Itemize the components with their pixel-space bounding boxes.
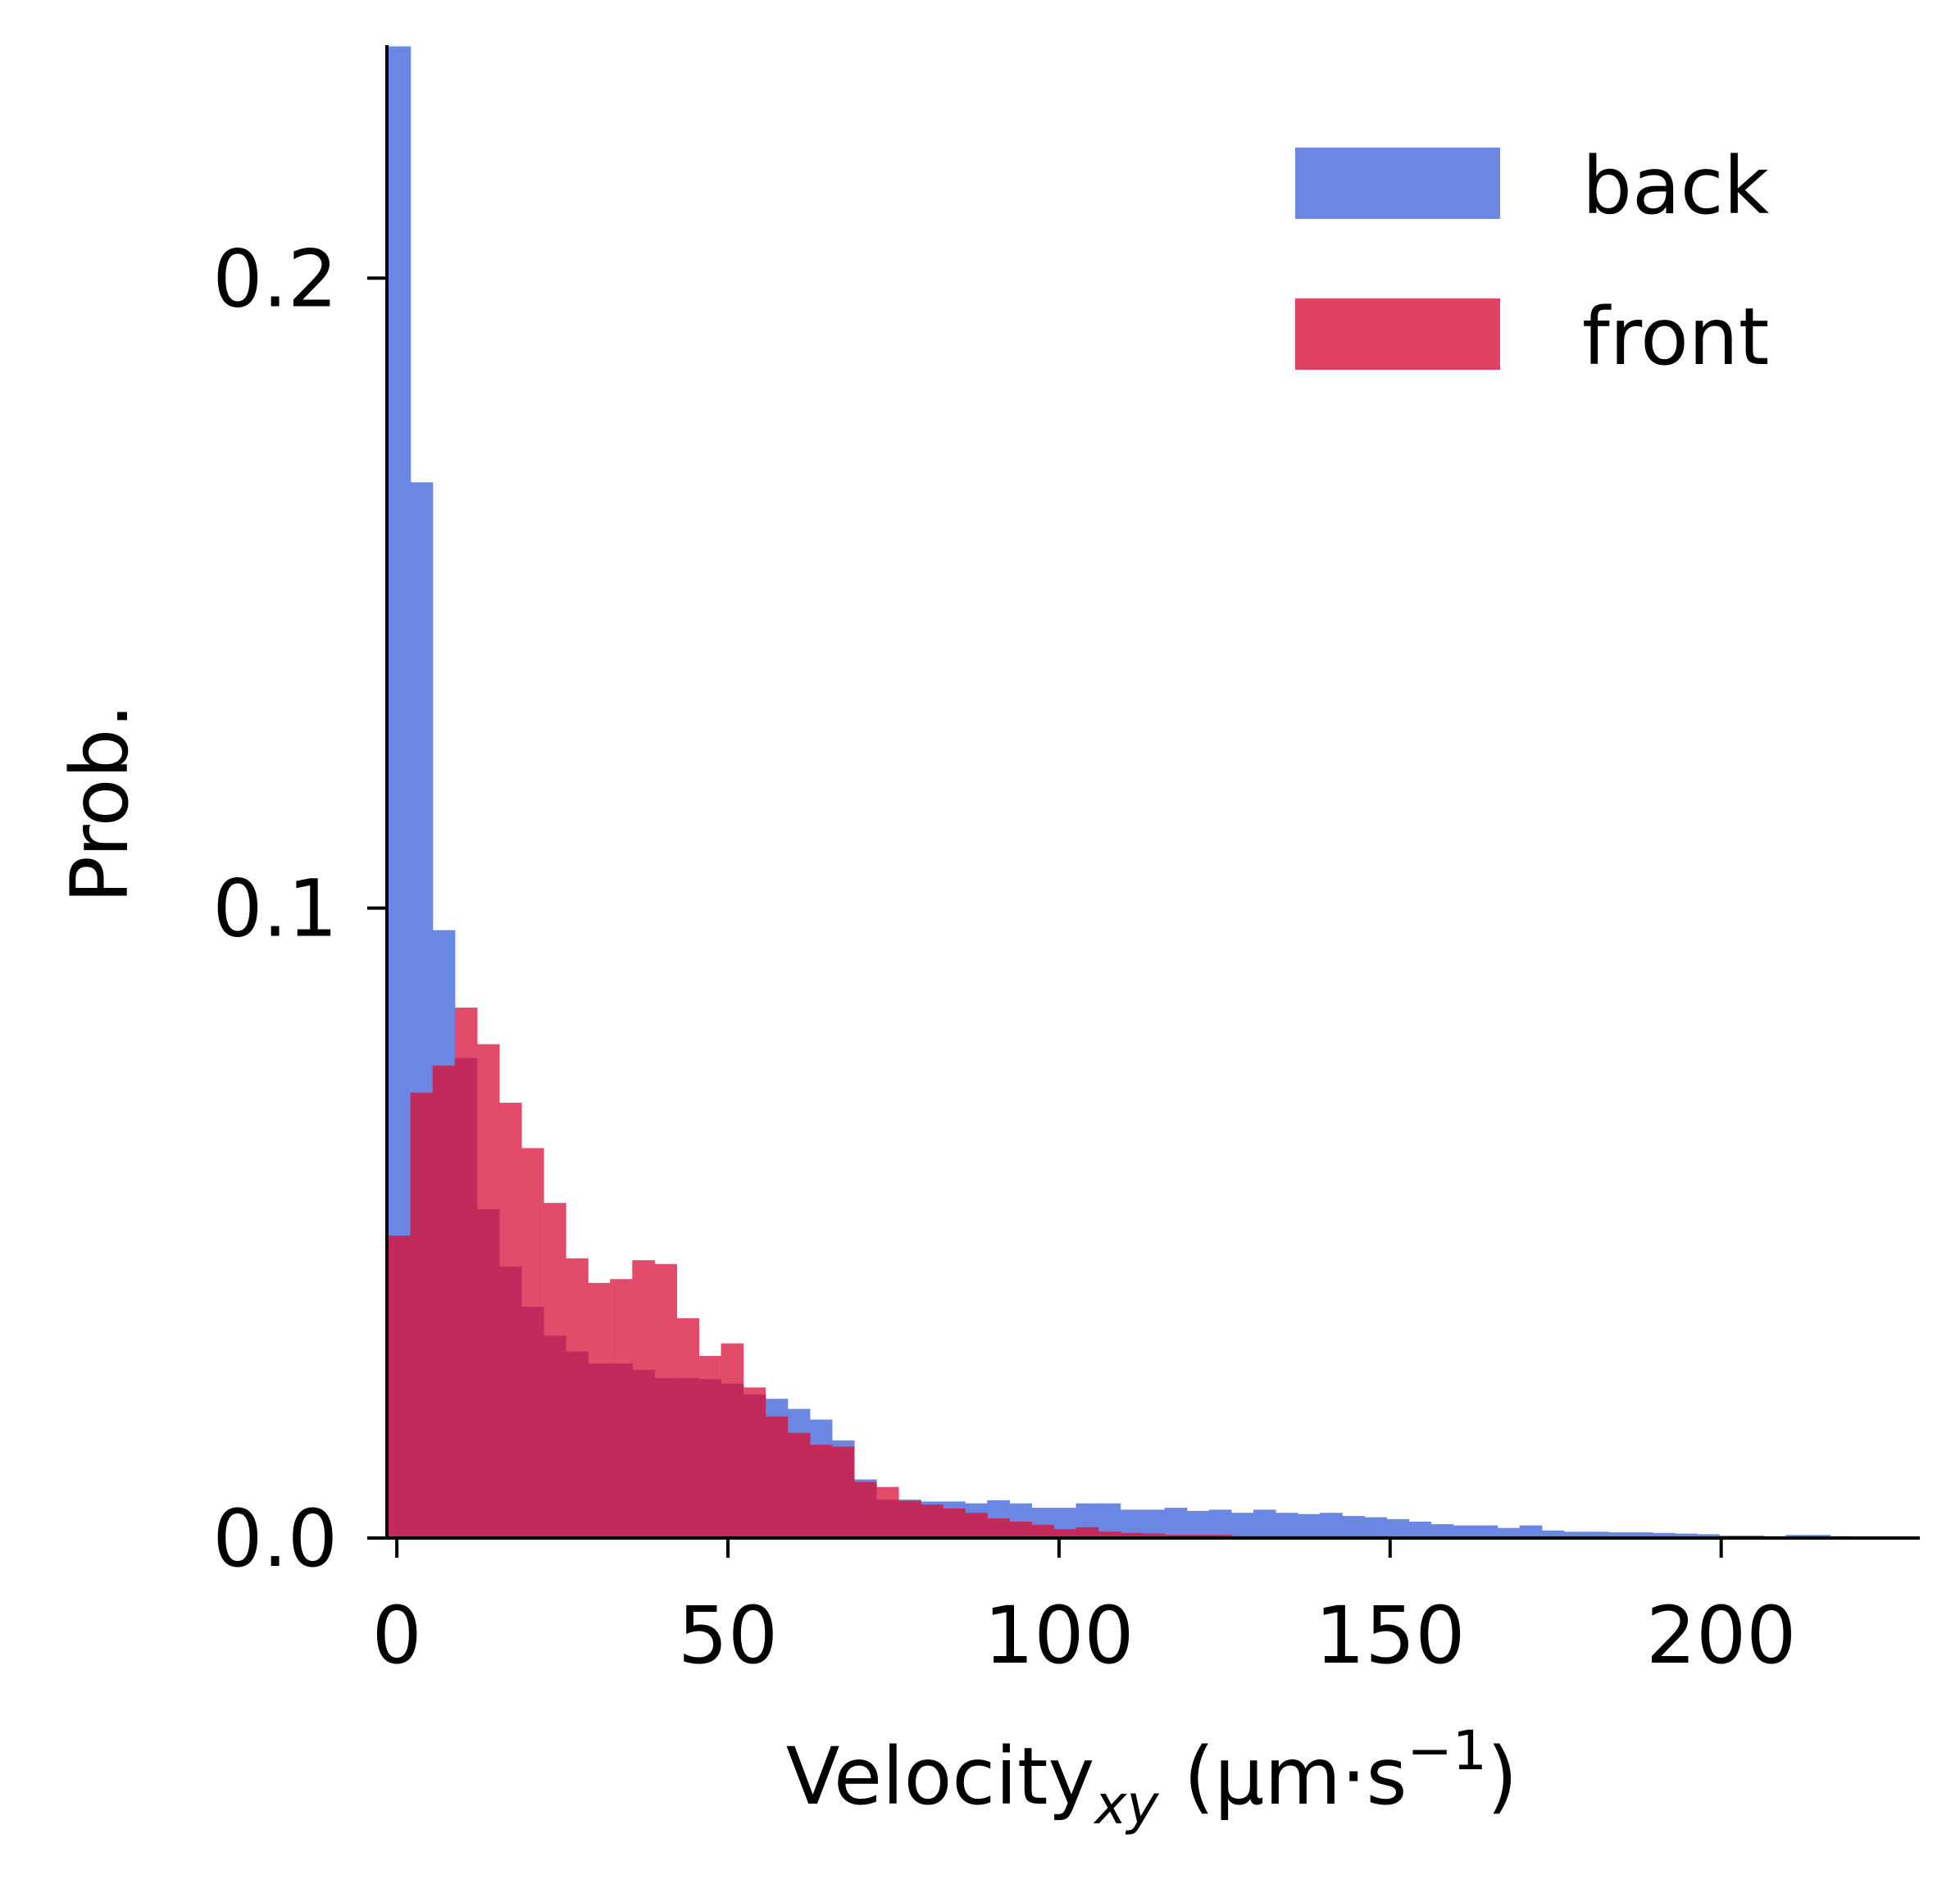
- bar-overlap: [476, 1208, 500, 1538]
- legend-label-front: front: [1582, 291, 1769, 383]
- axes: [367, 45, 1920, 1558]
- bar-overlap: [610, 1363, 633, 1538]
- bar-back: [1408, 1522, 1432, 1538]
- bar-overlap: [809, 1445, 833, 1538]
- x-axis-label-units: (μm·s: [1158, 1731, 1407, 1823]
- bar-overlap: [1009, 1522, 1032, 1538]
- legend: back front: [1295, 140, 1770, 383]
- bar-back: [1630, 1532, 1653, 1538]
- bar-back: [1386, 1518, 1409, 1538]
- y-tick-label: 0.2: [212, 233, 338, 325]
- y-axis-label: Prob.: [54, 703, 146, 903]
- bar-back: [1253, 1509, 1276, 1538]
- legend-swatch-back: [1295, 148, 1500, 219]
- bar-overlap: [1053, 1529, 1077, 1538]
- x-axis-label-exponent: −1: [1407, 1719, 1487, 1782]
- x-tick-label: 0: [372, 1590, 422, 1681]
- bar-back: [1320, 1513, 1343, 1538]
- bar-back: [1497, 1527, 1521, 1538]
- bar-overlap: [388, 1236, 412, 1538]
- bar-back: [1519, 1525, 1543, 1538]
- bar-overlap: [1031, 1524, 1055, 1538]
- bar-overlap: [654, 1377, 677, 1538]
- bar-back: [1208, 1509, 1232, 1538]
- tick-labels: 0 50 100 150 200 0.0 0.1 0.2: [212, 233, 1796, 1681]
- x-tick-label: 100: [984, 1590, 1134, 1681]
- bar-overlap: [943, 1508, 966, 1538]
- bar-overlap: [853, 1481, 877, 1538]
- bar-overlap: [743, 1394, 766, 1538]
- bar-back: [1675, 1533, 1698, 1538]
- legend-swatch-front: [1295, 298, 1500, 370]
- bar-back: [1298, 1513, 1321, 1538]
- bar-overlap: [410, 1092, 434, 1538]
- bar-overlap: [787, 1432, 811, 1538]
- bar-back: [1697, 1534, 1720, 1538]
- bar-overlap: [588, 1363, 611, 1538]
- bar-back: [1563, 1531, 1587, 1538]
- x-tick-label: 150: [1315, 1590, 1465, 1681]
- bar-overlap: [521, 1307, 544, 1538]
- bar-overlap: [1098, 1531, 1121, 1538]
- legend-label-back: back: [1582, 140, 1770, 232]
- bar-overlap: [987, 1518, 1010, 1538]
- bar-overlap: [698, 1379, 722, 1538]
- bar-back: [1186, 1510, 1210, 1538]
- bar-overlap: [1075, 1527, 1099, 1538]
- bar-back: [1585, 1531, 1609, 1538]
- x-axis-label-subscript: xy: [1093, 1773, 1159, 1836]
- y-tick-label: 0.0: [212, 1493, 338, 1585]
- y-tick-label: 0.1: [212, 863, 338, 955]
- bar-back: [1276, 1513, 1298, 1538]
- bar-overlap: [543, 1336, 566, 1538]
- bar-back: [1475, 1525, 1498, 1538]
- bar-overlap: [1142, 1533, 1166, 1538]
- bar-overlap: [721, 1383, 744, 1538]
- bar-overlap: [676, 1377, 700, 1538]
- series-front-bars: [388, 1008, 1920, 1538]
- bar-back: [1364, 1517, 1387, 1538]
- bar-overlap: [921, 1504, 944, 1538]
- bar-back: [1430, 1524, 1454, 1538]
- bar-back: [1541, 1530, 1565, 1538]
- bar-overlap: [965, 1513, 988, 1538]
- bar-overlap: [632, 1369, 655, 1538]
- bar-overlap: [432, 1065, 456, 1538]
- bar-overlap: [566, 1351, 589, 1538]
- bar-back: [1653, 1532, 1676, 1538]
- bar-overlap: [765, 1416, 789, 1538]
- bar-overlap: [898, 1500, 921, 1538]
- bar-back: [1453, 1525, 1476, 1538]
- bar-back: [1342, 1516, 1365, 1538]
- bar-back: [1142, 1509, 1166, 1538]
- x-axis-label-close: ): [1487, 1731, 1517, 1823]
- bar-back: [1230, 1513, 1254, 1538]
- bar-overlap: [875, 1499, 899, 1538]
- bar-back: [1164, 1508, 1188, 1538]
- bar-back: [1608, 1532, 1631, 1538]
- bar-overlap: [454, 1058, 478, 1538]
- bar-overlap: [1120, 1532, 1144, 1538]
- bar-overlap: [831, 1446, 855, 1538]
- x-tick-label: 200: [1646, 1590, 1796, 1681]
- bar-overlap: [498, 1266, 522, 1538]
- x-tick-label: 50: [678, 1590, 778, 1681]
- x-axis-label: Velocityxy (μm·s−1): [786, 1719, 1518, 1836]
